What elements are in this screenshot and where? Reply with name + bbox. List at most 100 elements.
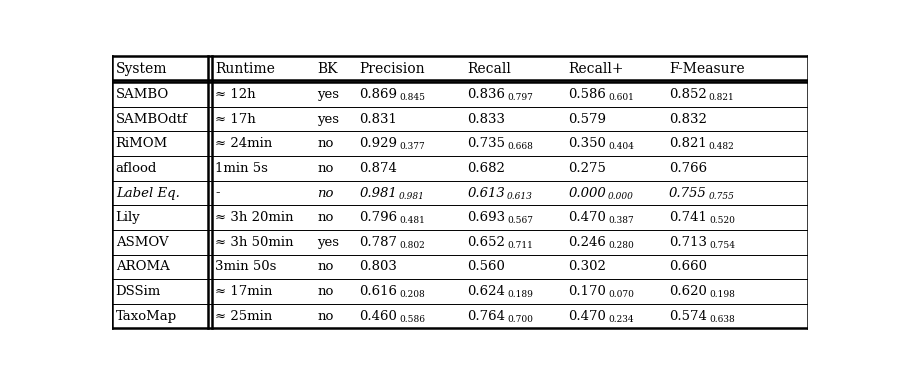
Text: Recall: Recall [467,62,511,76]
Text: 0.302: 0.302 [568,261,606,273]
Text: 0.796: 0.796 [359,211,398,224]
Text: 0.404: 0.404 [608,142,634,151]
Text: 0.845: 0.845 [400,93,426,102]
Text: 0.350: 0.350 [568,137,606,150]
Text: no: no [318,211,334,224]
Text: 0.981: 0.981 [359,186,397,200]
Text: 0.280: 0.280 [608,241,634,250]
Text: 0.208: 0.208 [400,290,425,299]
Text: 0.821: 0.821 [669,137,707,150]
Text: 0.764: 0.764 [467,310,506,323]
Text: 0.620: 0.620 [669,285,707,298]
Text: Precision: Precision [359,62,425,76]
Text: 0.821: 0.821 [709,93,735,102]
Text: 0.831: 0.831 [359,113,397,126]
Text: 0.246: 0.246 [568,236,606,249]
Text: 3min 50s: 3min 50s [216,261,277,273]
Text: 0.189: 0.189 [507,290,533,299]
Text: ≈ 12h: ≈ 12h [216,88,256,101]
Text: 0.735: 0.735 [467,137,506,150]
Text: ≈ 17min: ≈ 17min [216,285,273,298]
Text: yes: yes [318,113,339,126]
Text: 0.869: 0.869 [359,88,397,101]
Text: 0.711: 0.711 [507,241,533,250]
Text: 0.624: 0.624 [467,285,505,298]
Text: Runtime: Runtime [216,62,275,76]
Text: no: no [318,285,334,298]
Text: Recall+: Recall+ [568,62,623,76]
Text: 0.660: 0.660 [669,261,707,273]
Text: 0.836: 0.836 [467,88,506,101]
Text: aflood: aflood [116,162,157,175]
Text: 0.482: 0.482 [709,142,735,151]
Text: 0.700: 0.700 [507,315,533,324]
Text: 0.567: 0.567 [507,216,533,225]
Text: yes: yes [318,88,339,101]
Text: DSSim: DSSim [116,285,161,298]
Text: no: no [318,186,334,200]
Text: 0.470: 0.470 [568,211,606,224]
Text: 0.713: 0.713 [669,236,707,249]
Text: 0.234: 0.234 [608,315,634,324]
Text: 0.170: 0.170 [568,285,606,298]
Text: no: no [318,137,334,150]
Text: 0.586: 0.586 [400,315,426,324]
Text: 0.787: 0.787 [359,236,397,249]
Text: TaxoMap: TaxoMap [116,310,177,323]
Text: 0.981: 0.981 [399,191,425,200]
Text: SAMBOdtf: SAMBOdtf [116,113,188,126]
Text: 0.560: 0.560 [467,261,505,273]
Text: no: no [318,162,334,175]
Text: 0.574: 0.574 [669,310,707,323]
Text: 0.929: 0.929 [359,137,397,150]
Text: 0.741: 0.741 [669,211,707,224]
Text: 0.198: 0.198 [709,290,735,299]
Text: ≈ 24min: ≈ 24min [216,137,272,150]
Text: 0.693: 0.693 [467,211,506,224]
Text: F-Measure: F-Measure [669,62,744,76]
Text: ≈ 3h 20min: ≈ 3h 20min [216,211,294,224]
Text: 0.275: 0.275 [568,162,606,175]
Text: ≈ 25min: ≈ 25min [216,310,272,323]
Text: 0.613: 0.613 [507,191,533,200]
Text: ASMOV: ASMOV [116,236,168,249]
Text: no: no [318,261,334,273]
Text: 0.616: 0.616 [359,285,397,298]
Text: 0.601: 0.601 [608,93,634,102]
Text: 0.668: 0.668 [507,142,533,151]
Text: BK: BK [318,62,338,76]
Text: 0.000: 0.000 [608,191,634,200]
Text: AROMA: AROMA [116,261,170,273]
Text: 0.579: 0.579 [568,113,606,126]
Text: 0.802: 0.802 [400,241,425,250]
Text: ≈ 3h 50min: ≈ 3h 50min [216,236,294,249]
Text: 0.797: 0.797 [507,93,533,102]
Text: 0.852: 0.852 [669,88,707,101]
Text: 0.387: 0.387 [608,216,634,225]
Text: Lily: Lily [116,211,140,224]
Text: no: no [318,310,334,323]
Text: 0.481: 0.481 [400,216,426,225]
Text: 0.755: 0.755 [709,191,735,200]
Text: 0.803: 0.803 [359,261,397,273]
Text: 0.832: 0.832 [669,113,707,126]
Text: 0.070: 0.070 [608,290,634,299]
Text: ≈ 17h: ≈ 17h [216,113,256,126]
Text: 0.754: 0.754 [709,241,735,250]
Text: 0.613: 0.613 [467,186,505,200]
Text: 0.638: 0.638 [709,315,735,324]
Text: 0.377: 0.377 [400,142,425,151]
Text: 0.652: 0.652 [467,236,505,249]
Text: 0.874: 0.874 [359,162,397,175]
Text: 0.766: 0.766 [669,162,707,175]
Text: SAMBO: SAMBO [116,88,169,101]
Text: -: - [216,186,220,200]
Text: 0.682: 0.682 [467,162,505,175]
Text: 0.520: 0.520 [709,216,735,225]
Text: 1min 5s: 1min 5s [216,162,269,175]
Text: System: System [116,62,167,76]
Text: Label Eq.: Label Eq. [116,186,180,200]
Text: yes: yes [318,236,339,249]
Text: 0.000: 0.000 [568,186,606,200]
Text: 0.755: 0.755 [669,186,707,200]
